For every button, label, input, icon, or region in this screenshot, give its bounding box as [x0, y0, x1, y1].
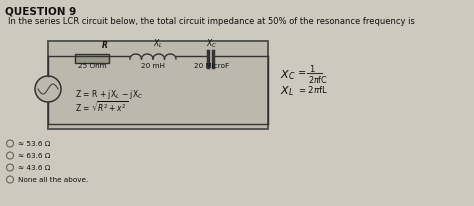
- Text: 20 mH: 20 mH: [141, 63, 165, 69]
- Text: ≈ 63.6 Ω: ≈ 63.6 Ω: [18, 152, 50, 158]
- Text: $X_C$: $X_C$: [206, 37, 218, 49]
- Text: ≈ 43.6 Ω: ≈ 43.6 Ω: [18, 164, 50, 170]
- Circle shape: [7, 176, 13, 183]
- Text: 1: 1: [310, 65, 315, 74]
- Text: In the series LCR circuit below, the total circuit impedance at 50% of the reson: In the series LCR circuit below, the tot…: [8, 17, 415, 26]
- Text: =: =: [298, 68, 306, 78]
- Text: Z = $\sqrt{R^2 + x^2}$: Z = $\sqrt{R^2 + x^2}$: [75, 99, 128, 115]
- Text: QUESTION 9: QUESTION 9: [5, 6, 76, 16]
- Text: = 2$\pi$fL: = 2$\pi$fL: [298, 84, 328, 95]
- Text: R: R: [102, 41, 108, 50]
- Text: None all the above.: None all the above.: [18, 176, 88, 182]
- Text: $X_L$: $X_L$: [280, 84, 294, 97]
- Text: 25 Ohm: 25 Ohm: [78, 63, 106, 69]
- Bar: [48, 42, 268, 129]
- Text: Z = R + jX$_L$ $-$ jX$_C$: Z = R + jX$_L$ $-$ jX$_C$: [75, 88, 143, 101]
- Text: 2$\pi$fC: 2$\pi$fC: [308, 74, 328, 85]
- Circle shape: [35, 77, 61, 103]
- Text: ≈ 53.6 Ω: ≈ 53.6 Ω: [18, 140, 50, 146]
- Circle shape: [7, 152, 13, 159]
- Bar: [75, 55, 109, 64]
- Text: $X_C$: $X_C$: [280, 68, 295, 81]
- Text: $X_L$: $X_L$: [153, 37, 163, 49]
- Circle shape: [7, 140, 13, 147]
- Text: 20 MicroF: 20 MicroF: [194, 63, 229, 69]
- Circle shape: [7, 164, 13, 171]
